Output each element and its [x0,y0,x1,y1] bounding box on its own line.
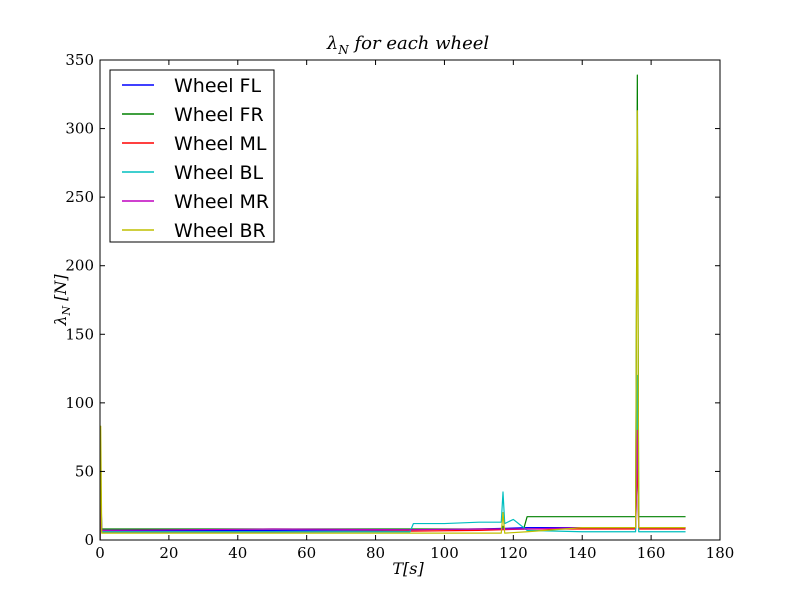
x-tick-label: 80 [366,544,385,562]
chart-title-main: λ [326,33,338,54]
chart-title: λN for each wheel [326,33,490,57]
y-tick-label: 200 [65,257,94,275]
legend-label: Wheel FR [174,104,264,126]
x-tick-label: 60 [297,544,316,562]
legend-label: Wheel FL [174,75,261,97]
x-tick-label: 20 [159,544,178,562]
y-axis-label-sub: N [60,306,73,317]
legend-label: Wheel BL [174,162,264,184]
y-axis-label: λN [N] [51,274,73,327]
x-tick-label: 0 [95,544,105,562]
legend-label: Wheel ML [174,133,267,155]
x-tick-label: 40 [228,544,247,562]
ticks-layer: 0 20 40 60 80 100 120 140 160 180 0 50 100 150 200 250 3… [65,51,734,562]
x-tick-label: 100 [430,544,459,562]
y-tick-label: 350 [65,51,94,69]
x-tick-label: 160 [637,544,666,562]
y-tick-label: 100 [65,394,94,412]
x-tick-label: 120 [499,544,528,562]
y-tick-label: 300 [65,120,94,138]
y-tick-label: 150 [65,325,94,343]
x-tick-label: 180 [706,544,735,562]
chart-title-rest: for each wheel [349,33,490,54]
legend-label: Wheel MR [174,191,269,213]
y-tick-label: 50 [75,462,94,480]
x-axis-label-main: T [392,559,404,578]
y-axis-label-main: λ [51,316,70,327]
axes-frame [99,59,721,541]
x-tick-label: 140 [568,544,597,562]
legend: Wheel FL Wheel FR Wheel ML Wheel BL Wheel MR… [109,69,275,243]
y-tick-label: 0 [84,531,94,549]
chart-title-sub: N [337,43,349,57]
series-line-wheel-br [100,110,686,540]
y-axis-label-unit: [N] [51,274,70,306]
legend-items: Wheel FL Wheel FR Wheel ML Wheel BL Wheel MR… [122,75,269,242]
legend-label: Wheel BR [174,220,266,242]
x-axis-label-unit: [s] [403,559,424,578]
series-layer [100,74,686,540]
legend-box [109,69,275,243]
x-axis-label: T[s] [392,559,424,578]
y-tick-label: 250 [65,188,94,206]
plot-area [99,59,721,541]
